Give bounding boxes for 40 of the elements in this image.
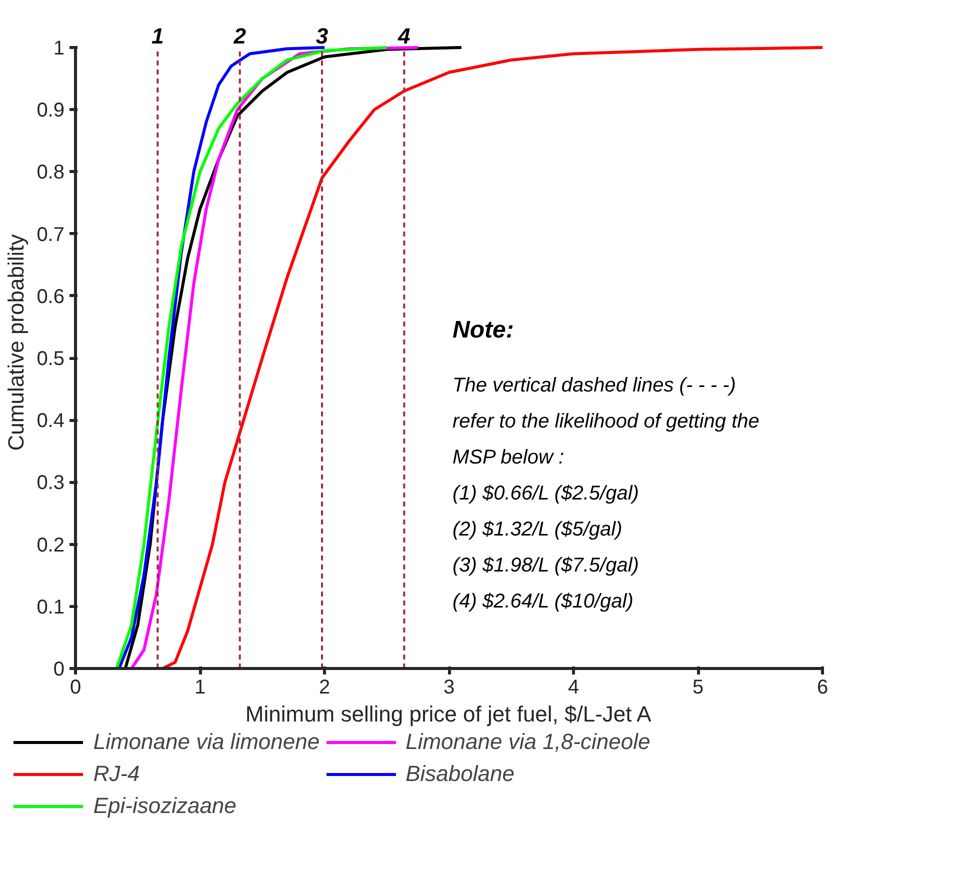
y-tick-label: 0.3 <box>36 472 65 494</box>
annotation: The vertical dashed lines (- - - -) <box>452 374 736 396</box>
x-tick-label: 3 <box>443 676 455 698</box>
legend-label: Bisabolane <box>406 761 514 787</box>
legend-label: RJ-4 <box>93 761 140 787</box>
annotation: 3 <box>316 24 328 49</box>
x-tick-label: 0 <box>70 676 82 698</box>
x-tick-label: 4 <box>568 676 580 698</box>
y-tick-label: 0.1 <box>36 596 65 618</box>
x-tick-label: 1 <box>194 676 206 698</box>
y-tick-label: 0.4 <box>36 410 65 432</box>
annotation: (2) $1.32/L ($5/gal) <box>452 518 622 540</box>
annotation: 2 <box>232 24 247 49</box>
annotation: Note: <box>452 316 514 344</box>
annotation: (1) $0.66/L ($2.5/gal) <box>452 482 639 504</box>
annotation: 1 <box>152 24 164 49</box>
legend-label: Limonane via limonene <box>93 729 320 755</box>
y-axis-title: Cumulative probability <box>4 234 29 451</box>
x-tick-label: 5 <box>692 676 704 698</box>
line-series <box>115 46 388 668</box>
y-tick-label: 0.7 <box>36 224 65 246</box>
annotation: 4 <box>397 24 410 49</box>
y-tick-label: 0.5 <box>36 348 65 370</box>
annotation: (4) $2.64/L ($10/gal) <box>452 590 634 612</box>
y-tick-label: 0.9 <box>36 100 65 122</box>
y-tick-label: 0.2 <box>36 534 65 556</box>
y-tick-label: 1 <box>53 38 64 60</box>
y-tick-label: 0 <box>53 658 64 680</box>
line-series <box>118 46 326 668</box>
legend-label: Limonane via 1,8-cineole <box>406 729 650 755</box>
x-tick-label: 6 <box>816 676 828 698</box>
annotation: refer to the likelihood of getting the <box>452 410 760 432</box>
legend-label: Epi-isozizaane <box>93 793 236 819</box>
x-tick-label: 2 <box>318 676 330 698</box>
annotation: (3) $1.98/L ($7.5/gal) <box>452 554 639 576</box>
x-axis-title: Minimum selling price of jet fuel, $/L-Jet A <box>245 702 652 726</box>
y-tick-label: 0.8 <box>36 162 65 184</box>
y-tick-label: 0.6 <box>36 286 65 308</box>
annotation: MSP below : <box>452 446 564 468</box>
line-series <box>161 46 822 668</box>
